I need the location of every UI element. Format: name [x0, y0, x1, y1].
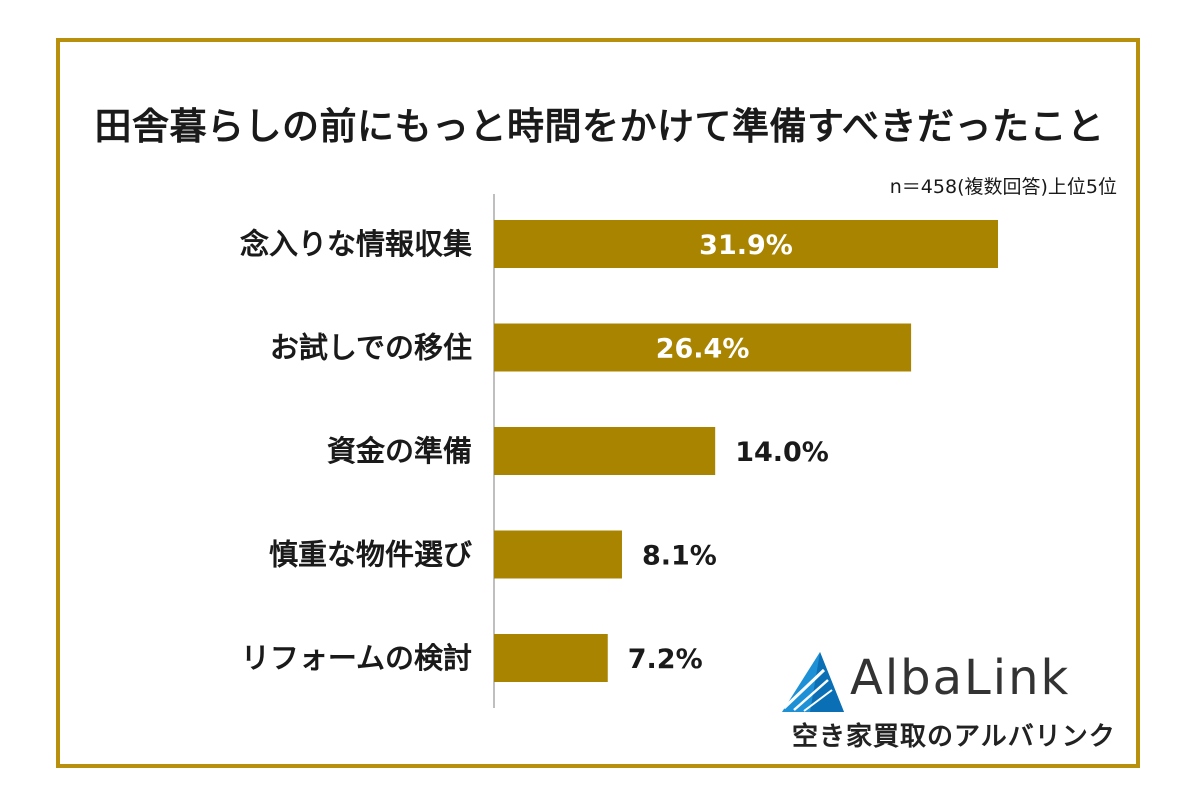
category-label: 慎重な物件選び	[269, 538, 472, 572]
category-label: お試しでの移住	[270, 331, 472, 365]
bar	[494, 323, 912, 372]
logo-tagline: 空き家買取のアルバリンク	[792, 722, 1116, 752]
chart-title: 田舎暮らしの前にもっと時間をかけて準備すべきだったこと	[94, 105, 1105, 148]
value-label: 26.4%	[656, 334, 750, 365]
value-label: 8.1%	[642, 541, 717, 572]
albalink-logo: AlbaLink 空き家買取のアルバリンク	[780, 650, 1120, 760]
bar	[494, 220, 998, 268]
category-label: 資金の準備	[327, 434, 472, 468]
bar	[494, 634, 608, 682]
logo-wordmark: AlbaLink	[850, 650, 1071, 706]
value-label: 31.9%	[699, 230, 793, 261]
value-label: 7.2%	[628, 644, 703, 675]
triangle-logo-icon	[782, 652, 844, 712]
bar	[494, 530, 622, 579]
category-label: 念入りな情報収集	[240, 227, 473, 261]
sample-note: n＝458(複数回答)上位5位	[889, 176, 1117, 198]
value-label: 14.0%	[735, 437, 829, 468]
category-label: リフォームの検討	[241, 641, 472, 675]
bar	[494, 427, 716, 475]
